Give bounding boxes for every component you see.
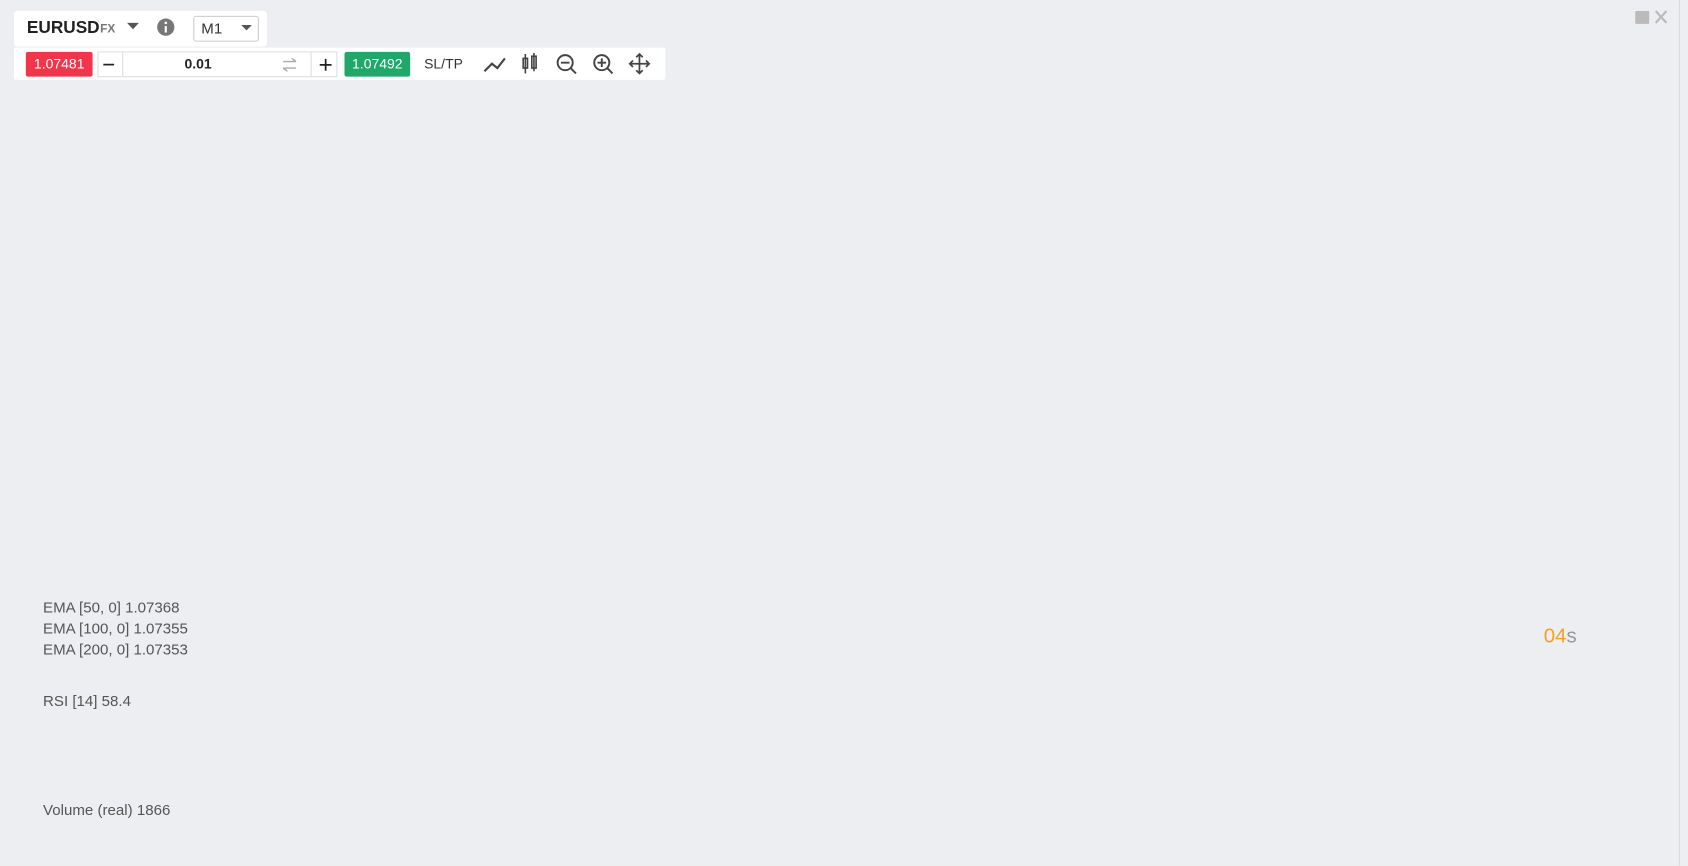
legend-value: 1.07355 [133, 620, 187, 637]
legend-name: EMA [50, 0] [43, 599, 121, 616]
countdown-unit: s [1566, 625, 1576, 648]
ask-price: 1.07492 [352, 56, 403, 72]
countdown: 04s [1544, 625, 1577, 648]
labels: 04s EMA [50, 0] 1.07368 EMA [100, 0] 1.073… [43, 599, 1577, 818]
legend-value: 1866 [137, 802, 171, 819]
legend-entry: EMA [50, 0] 1.07368 [43, 599, 180, 616]
sell-button[interactable] [25, 51, 93, 77]
plus-button[interactable] [319, 58, 332, 71]
swap-icon[interactable] [282, 57, 297, 72]
toolbar: EURUSD FX M1 1.07481 0.01 1.07492 SL/TP [13, 10, 1668, 80]
sltp-button[interactable]: SL/TP [424, 56, 463, 72]
legend-value: 1.07368 [125, 599, 179, 616]
candle-icon[interactable] [522, 52, 537, 74]
buy-button[interactable] [344, 51, 411, 77]
minus-button[interactable] [103, 63, 115, 66]
line-chart-icon[interactable] [483, 57, 506, 73]
info-icon-bar [164, 26, 167, 33]
zoom-out-icon[interactable] [556, 54, 577, 75]
volume-legend: Volume (real) 1866 [43, 802, 170, 819]
timeframe-select[interactable] [193, 15, 259, 42]
lot-size[interactable]: 0.01 [184, 56, 211, 72]
legend-value: 1.07353 [133, 641, 187, 658]
legend-name: EMA [100, 0] [43, 620, 129, 637]
legend-name: RSI [14] [43, 693, 97, 710]
timeframe: M1 [201, 20, 222, 37]
bid-price: 1.07481 [34, 56, 85, 72]
legend-entry: EMA [200, 0] 1.07353 [43, 641, 188, 658]
countdown-value: 04 [1544, 625, 1567, 648]
lot-box [97, 51, 338, 78]
legend-name: Volume (real) [43, 802, 133, 819]
timeframe-dropdown [241, 24, 252, 31]
legend-value: 58.4 [102, 693, 131, 710]
info-icon-dot [164, 21, 168, 25]
pan-icon[interactable] [628, 52, 651, 75]
rsi-legend: RSI [14] 58.4 [43, 693, 131, 710]
zoom-in-icon[interactable] [593, 54, 614, 75]
market: FX [100, 21, 115, 35]
symbol-dropdown[interactable] [127, 22, 139, 30]
legend-name: EMA [200, 0] [43, 641, 129, 658]
legend-entry: EMA [100, 0] 1.07355 [43, 620, 188, 637]
window-controls[interactable] [1635, 10, 1668, 24]
symbol[interactable]: EURUSD [27, 17, 100, 37]
